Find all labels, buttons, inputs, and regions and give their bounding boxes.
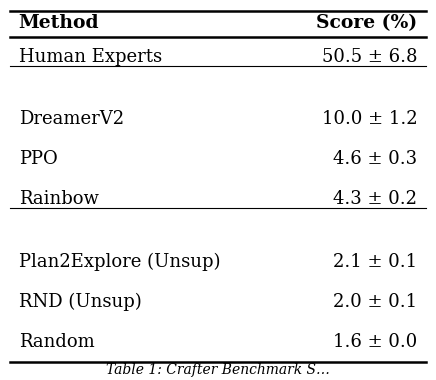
Text: Method: Method (19, 14, 99, 32)
Text: 50.5 ± 6.8: 50.5 ± 6.8 (322, 48, 417, 66)
Text: 4.6 ± 0.3: 4.6 ± 0.3 (333, 150, 417, 168)
Text: Plan2Explore (Unsup): Plan2Explore (Unsup) (19, 252, 220, 271)
Text: 2.1 ± 0.1: 2.1 ± 0.1 (333, 253, 417, 271)
Text: Table 1: Crafter Benchmark S…: Table 1: Crafter Benchmark S… (106, 363, 330, 377)
Text: Score (%): Score (%) (316, 14, 417, 32)
Text: Rainbow: Rainbow (19, 190, 99, 208)
Text: 4.3 ± 0.2: 4.3 ± 0.2 (333, 190, 417, 208)
Text: Random: Random (19, 333, 95, 351)
Text: DreamerV2: DreamerV2 (19, 110, 124, 128)
Text: Human Experts: Human Experts (19, 48, 162, 66)
Text: 2.0 ± 0.1: 2.0 ± 0.1 (333, 293, 417, 310)
Text: RND (Unsup): RND (Unsup) (19, 293, 141, 311)
Text: 10.0 ± 1.2: 10.0 ± 1.2 (322, 110, 417, 128)
Text: 1.6 ± 0.0: 1.6 ± 0.0 (333, 333, 417, 351)
Text: PPO: PPO (19, 150, 58, 168)
